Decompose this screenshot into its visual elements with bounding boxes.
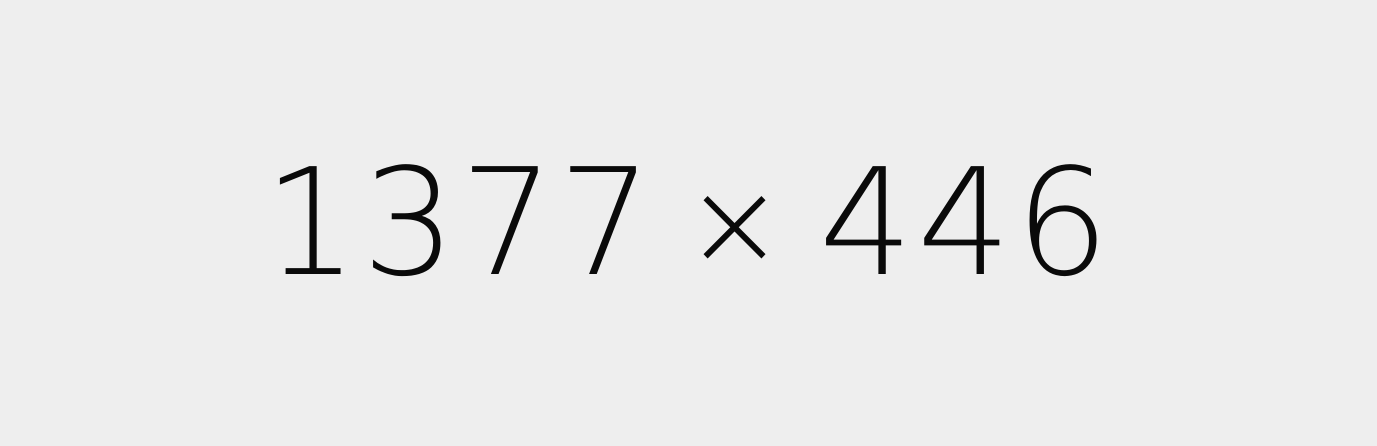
height-value: 446: [818, 137, 1114, 309]
times-icon: ×: [684, 155, 789, 294]
width-value: 1377: [263, 137, 657, 309]
dimensions-label: 1377 × 446: [264, 149, 1114, 297]
